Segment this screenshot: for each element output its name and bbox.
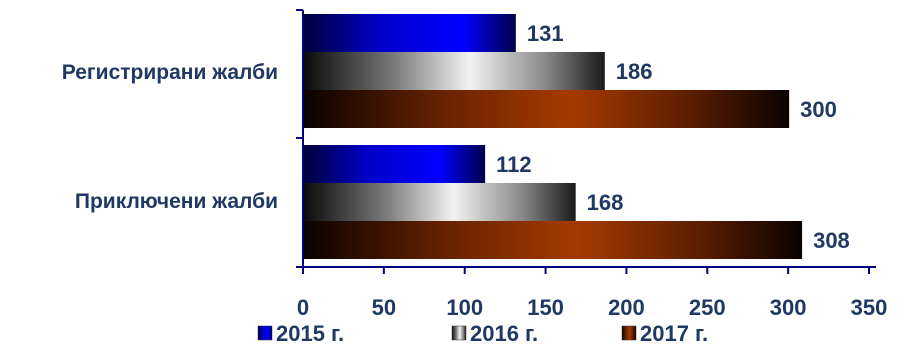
bar-registered-2016	[304, 52, 605, 90]
data-label: 186	[616, 59, 653, 84]
category-labels-group: Регистрирани жалби Приключени жалби	[62, 61, 278, 213]
legend-swatch	[257, 325, 273, 341]
data-label: 308	[813, 228, 850, 253]
data-label: 112	[496, 152, 532, 177]
legend-swatch	[621, 325, 637, 341]
bar-closed-2017	[304, 221, 803, 259]
x-axis-ticks: 0 50 100 150 200 250 300 350	[297, 267, 887, 320]
legend-label: 2017 г.	[640, 321, 708, 346]
x-tick-label: 150	[527, 295, 564, 320]
legend-swatch	[451, 325, 467, 341]
bar-registered-2017	[304, 90, 790, 128]
data-label: 131	[527, 21, 564, 46]
x-tick-label: 200	[608, 295, 645, 320]
x-tick-label: 250	[689, 295, 726, 320]
legend: 2015 г. 2016 г. 2017 г.	[257, 321, 708, 346]
category-label: Регистрирани жалби	[62, 61, 278, 84]
x-tick-label: 300	[770, 295, 807, 320]
legend-label: 2016 г.	[470, 321, 538, 346]
data-labels-group: 131 186 300 112 168 308	[496, 21, 850, 253]
x-tick-label: 0	[297, 295, 309, 320]
legend-label: 2015 г.	[276, 321, 344, 346]
y-axis-ticks	[296, 9, 303, 268]
data-label: 300	[800, 97, 837, 122]
bar-closed-2016	[304, 183, 576, 221]
data-label: 168	[587, 190, 624, 215]
category-label: Приключени жалби	[75, 190, 278, 213]
bars-group	[304, 14, 803, 259]
x-tick-label: 350	[851, 295, 888, 320]
bar-closed-2015	[304, 145, 486, 183]
x-tick-label: 100	[446, 295, 483, 320]
x-tick-label: 50	[372, 295, 396, 320]
bar-registered-2015	[304, 14, 516, 52]
